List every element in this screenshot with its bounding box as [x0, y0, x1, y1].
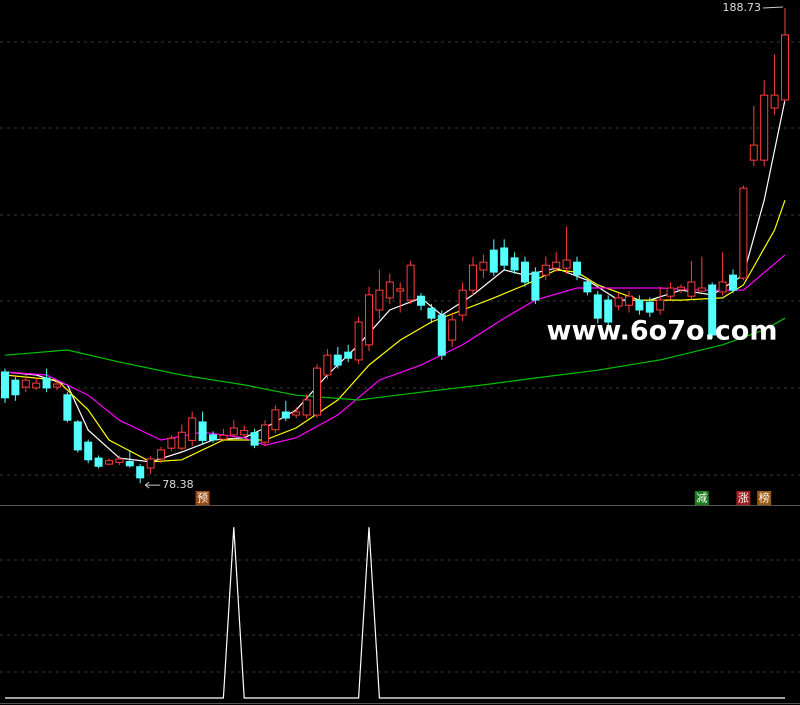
candle-body — [63, 394, 72, 421]
ma-line — [4, 317, 786, 401]
candle-body — [604, 299, 613, 323]
candle-body — [198, 421, 207, 441]
candle-body — [489, 249, 498, 273]
candle-body — [146, 458, 155, 469]
candle-body — [427, 307, 436, 319]
candle-body — [333, 354, 342, 366]
candle-body — [562, 259, 571, 269]
candle-body — [385, 281, 394, 299]
candle-body — [209, 434, 217, 441]
candle-body — [354, 321, 363, 361]
candle-body — [105, 460, 113, 465]
candle-body — [21, 379, 30, 388]
marker-label: 涨 — [738, 492, 749, 505]
candle-body — [531, 271, 540, 301]
candle-body — [552, 261, 561, 269]
marker-label: 减 — [696, 492, 707, 505]
marker-box — [736, 491, 751, 505]
candle-body — [32, 382, 41, 389]
candle-body — [250, 432, 259, 446]
candle-body — [573, 261, 581, 276]
candle-body — [375, 289, 384, 311]
annotation-arrowhead — [144, 481, 150, 489]
candle-body — [521, 261, 529, 283]
marker-box — [195, 491, 210, 505]
candle-body — [271, 409, 280, 431]
candle-body — [219, 434, 228, 440]
candle-body — [177, 431, 186, 449]
candle-body — [448, 319, 457, 341]
candle-body — [188, 417, 197, 441]
candle-body — [635, 299, 644, 311]
max-label: 188.73 — [723, 1, 762, 14]
candle-body — [261, 424, 269, 443]
candle-body — [677, 286, 685, 291]
candle-body — [781, 34, 789, 101]
candle-body — [11, 379, 20, 396]
candle-body — [458, 289, 467, 316]
indicator-line — [5, 527, 785, 699]
marker-label: 榜 — [759, 491, 770, 505]
candle-body — [115, 458, 124, 463]
min-label: 78.38 — [162, 478, 194, 491]
watermark: www.6o7o.com — [547, 316, 778, 347]
candle-body — [718, 281, 727, 293]
ma-line — [4, 254, 786, 446]
candle-body — [760, 94, 769, 161]
candles — [1, 8, 789, 484]
candle-body — [396, 288, 405, 292]
marker-label: 预 — [197, 492, 208, 505]
candle-body — [1, 371, 9, 399]
candle-body — [323, 354, 332, 376]
candle-body — [281, 411, 290, 419]
candle-body — [157, 449, 165, 460]
candle-body — [687, 281, 696, 297]
candle-body — [84, 441, 93, 461]
candle-body — [167, 437, 176, 449]
candle-body — [313, 367, 321, 416]
candle-body — [666, 287, 675, 297]
candle-body — [302, 399, 311, 416]
candle-body — [770, 94, 779, 109]
candle-body — [136, 466, 145, 479]
ma-line — [4, 99, 786, 463]
candle-body — [729, 274, 737, 291]
candle-body — [344, 351, 353, 359]
candle-body — [406, 264, 415, 301]
candle-body — [500, 247, 509, 266]
candle-body — [708, 284, 717, 336]
candle-body — [656, 299, 665, 311]
candle-body — [53, 383, 61, 388]
candle-body — [73, 421, 82, 451]
candle-body — [94, 457, 103, 467]
candle-body — [614, 297, 623, 307]
candle-body — [42, 377, 51, 389]
candle-body — [240, 430, 249, 436]
candle-body — [510, 257, 519, 271]
candle-body — [417, 295, 425, 306]
marker-box — [757, 491, 772, 505]
candle-body — [749, 144, 758, 161]
marker-box — [694, 491, 709, 505]
candle-body — [593, 294, 602, 319]
annotation-arrow — [762, 6, 784, 9]
candle-body — [125, 461, 134, 467]
candle-body — [292, 411, 301, 416]
candle-body — [479, 261, 488, 271]
candle-body — [645, 301, 654, 313]
candle-body — [739, 187, 748, 279]
candle-body — [697, 287, 706, 292]
candle-body — [541, 264, 550, 276]
candle-body — [365, 294, 373, 346]
candle-body — [437, 314, 446, 356]
candle-body — [469, 264, 477, 291]
grid — [0, 41, 800, 673]
candle-body — [625, 295, 633, 306]
candle-body — [583, 281, 592, 293]
candle-body — [229, 427, 238, 436]
